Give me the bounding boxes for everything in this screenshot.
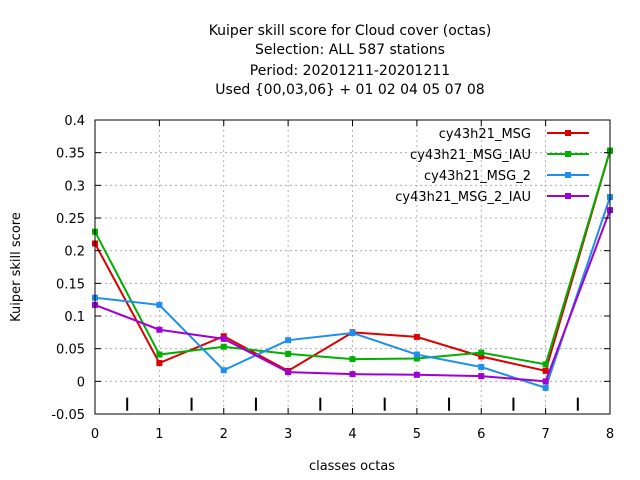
title-line-2: Selection: ALL 587 stations xyxy=(255,42,445,58)
y-tick-label: 0.4 xyxy=(64,114,85,129)
x-tick-label: 4 xyxy=(348,427,356,442)
data-point xyxy=(478,363,485,370)
legend-entry: cy43h21_MSG_IAU xyxy=(410,148,589,163)
data-point xyxy=(285,369,292,376)
x-tick-label: 8 xyxy=(606,427,614,442)
data-point xyxy=(542,378,549,385)
x-tick-label: 2 xyxy=(220,427,228,442)
y-tick-label: 0.3 xyxy=(64,179,85,194)
y-axis-label: Kuiper skill score xyxy=(9,212,24,322)
legend-label: cy43h21_MSG xyxy=(439,127,531,142)
gridlines xyxy=(95,120,610,414)
x-tick-label: 7 xyxy=(541,427,549,442)
chart-title: Kuiper skill score for Cloud cover (octa… xyxy=(209,23,492,98)
y-tick-label: 0.1 xyxy=(64,310,85,325)
legend-label: cy43h21_MSG_IAU xyxy=(410,148,531,163)
title-line-1: Kuiper skill score for Cloud cover (octa… xyxy=(209,23,492,39)
data-point xyxy=(542,367,549,374)
legend-swatch-marker xyxy=(565,172,571,178)
data-point xyxy=(285,350,292,357)
legend-swatch-marker xyxy=(565,151,571,157)
data-point xyxy=(478,349,485,356)
y-tick-label: 0.35 xyxy=(56,147,85,162)
data-point xyxy=(156,326,163,333)
y-tick-label: 0.15 xyxy=(56,277,85,292)
legend-entry: cy43h21_MSG_2_IAU xyxy=(395,190,589,205)
y-tick-label: 0.2 xyxy=(64,245,85,260)
title-line-4: Used {00,03,06} + 01 02 04 05 07 08 xyxy=(215,82,484,98)
data-point xyxy=(413,371,420,378)
data-point xyxy=(220,343,227,350)
legend-entry: cy43h21_MSG xyxy=(439,127,589,142)
data-point xyxy=(156,301,163,308)
data-point xyxy=(349,329,356,336)
data-point xyxy=(349,371,356,378)
data-point xyxy=(478,373,485,380)
x-tick-label: 1 xyxy=(155,427,163,442)
data-point xyxy=(542,384,549,391)
legend-label: cy43h21_MSG_2_IAU xyxy=(395,190,531,205)
x-tick-label: 6 xyxy=(477,427,485,442)
series-lines xyxy=(92,147,613,391)
data-point xyxy=(413,355,420,362)
data-point xyxy=(156,360,163,367)
y-tick-label: -0.05 xyxy=(51,408,85,423)
data-point xyxy=(413,333,420,340)
y-axis: -0.05 0 0.05 0.1 0.15 0.2 0.25 0.3 0.35 0.4 xyxy=(51,114,610,423)
legend: cy43h21_MSG cy43h21_MSG_IAU cy43h21_MSG_2c… xyxy=(395,127,589,205)
x-tick-label: 5 xyxy=(413,427,421,442)
class-separators xyxy=(126,397,579,411)
data-point xyxy=(542,361,549,368)
data-point xyxy=(413,351,420,358)
x-axis: 0 1 2 3 4 5 6 7 8 xyxy=(91,120,614,442)
data-point xyxy=(156,351,163,358)
x-tick-label: 3 xyxy=(284,427,292,442)
y-tick-label: 0 xyxy=(77,375,85,390)
data-point xyxy=(349,356,356,363)
legend-entry: cy43h21_MSG_2 xyxy=(424,169,589,184)
legend-swatch-marker xyxy=(565,130,571,136)
data-point xyxy=(220,367,227,374)
data-point xyxy=(285,337,292,344)
y-tick-label: 0.05 xyxy=(56,343,85,358)
legend-label: cy43h21_MSG_2 xyxy=(424,169,531,184)
x-tick-label: 0 xyxy=(91,427,99,442)
y-tick-label: 0.25 xyxy=(56,212,85,227)
data-point xyxy=(220,335,227,342)
title-line-3: Period: 20201211-20201211 xyxy=(250,63,450,79)
data-point xyxy=(478,353,485,360)
legend-swatch-marker xyxy=(565,193,571,199)
x-axis-label: classes octas xyxy=(309,459,395,474)
